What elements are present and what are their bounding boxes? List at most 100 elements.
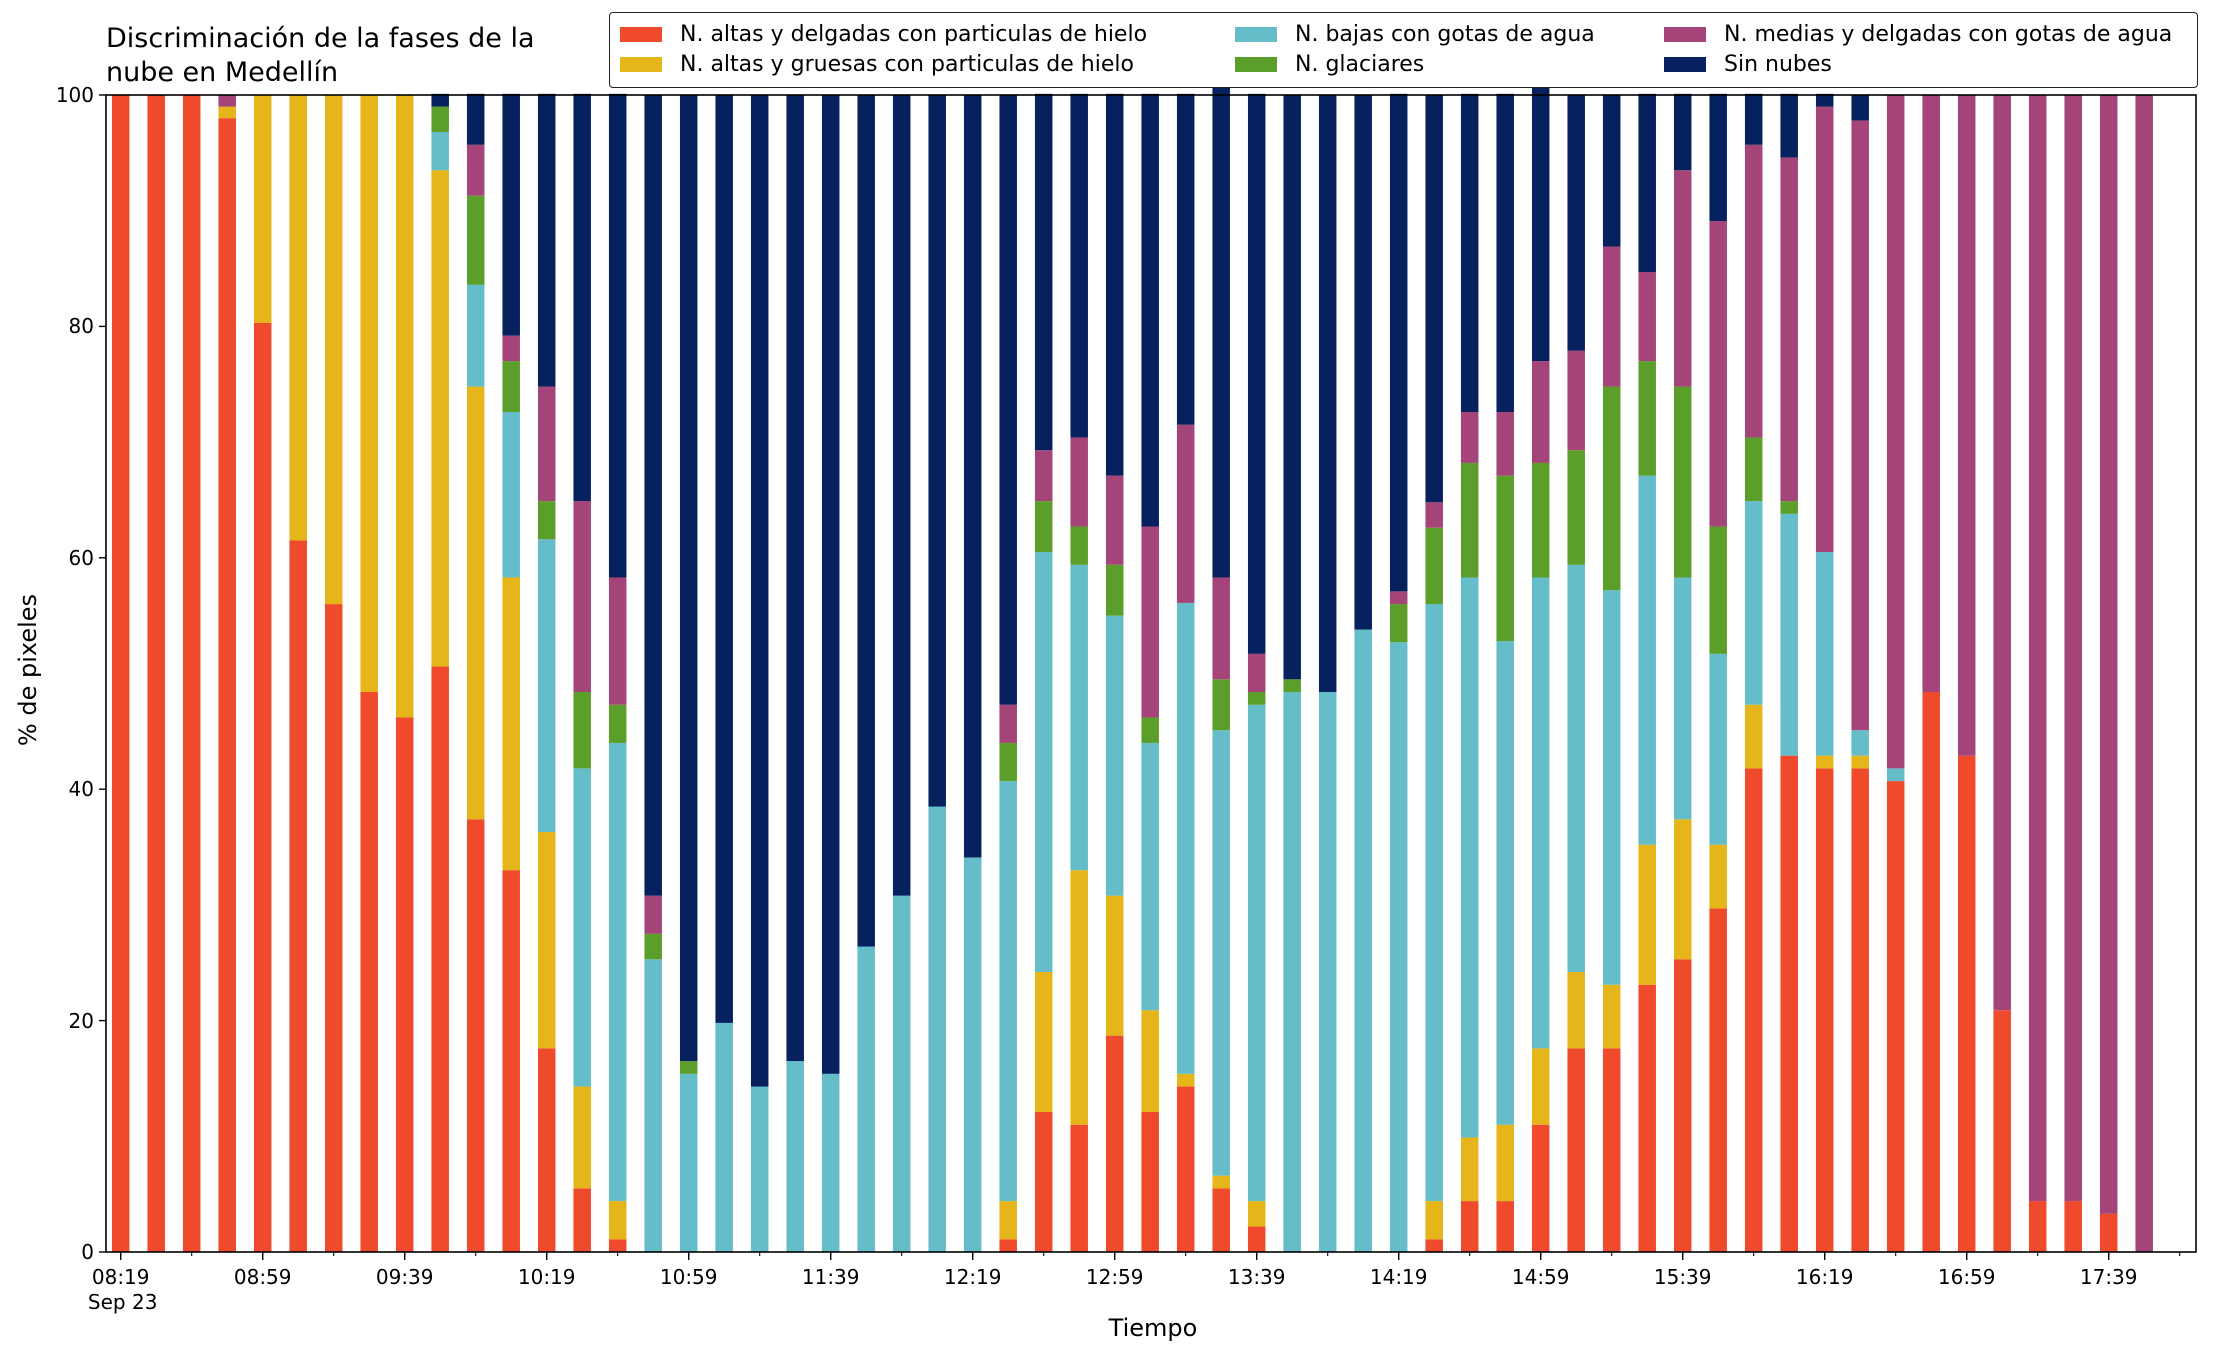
bar-segment-0-50 [1886, 781, 1905, 1252]
bar-segment-0-42 [1602, 1048, 1621, 1252]
bar-segment-5-24 [963, 95, 982, 858]
x-tick-label: 12:19 [943, 1265, 1002, 1289]
bar-segment-1-40 [1531, 1048, 1550, 1125]
bar-segment-3-13 [573, 692, 591, 769]
bar-segment-1-46 [1744, 704, 1763, 769]
bar-segment-4-30 [1176, 424, 1195, 603]
bar-segment-5-32 [1247, 93, 1266, 654]
bar-segment-5-26 [1034, 93, 1053, 451]
plot-frame [105, 94, 2197, 1253]
x-tick-label: 12:59 [1085, 1265, 1144, 1289]
legend-item: N. altas y gruesas con particulas de hie… [620, 52, 1134, 77]
bar-segment-2-10 [466, 284, 485, 387]
bar-segment-1-8 [395, 95, 414, 718]
bar-segment-2-32 [1247, 704, 1266, 1202]
bar-segment-3-11 [502, 361, 520, 413]
bar-segment-4-39 [1496, 412, 1514, 476]
bar-segment-0-4 [253, 322, 272, 1252]
bar-segment-2-22 [892, 895, 911, 1252]
bar-segment-5-35 [1354, 95, 1372, 630]
bar-segment-3-25 [999, 742, 1017, 782]
bar-segment-1-5 [289, 95, 307, 541]
bar-segment-0-56 [2099, 1213, 2118, 1252]
bar-segment-4-50 [1886, 95, 1905, 769]
bar-segment-2-30 [1176, 602, 1195, 1074]
bar-segment-5-48 [1815, 93, 1834, 107]
bar-segment-3-32 [1247, 692, 1266, 705]
bar-segment-2-18 [750, 1086, 769, 1252]
chart-title: Discriminación de la fases de la nube en… [106, 22, 535, 90]
bar-segment-4-54 [2028, 95, 2047, 1202]
bar-segment-2-33 [1283, 692, 1301, 1252]
bar-segment-3-12 [537, 501, 556, 540]
bar-segment-4-38 [1460, 412, 1479, 463]
x-tick-label: 16:19 [1795, 1265, 1854, 1289]
bar-segment-0-12 [537, 1048, 556, 1252]
x-tick-label: 08:19 [91, 1265, 150, 1289]
bar-segment-0-10 [466, 819, 485, 1252]
bars [111, 81, 2153, 1252]
bar-segment-5-9 [431, 93, 449, 107]
y-tick-label: 60 [68, 545, 94, 570]
legend-label: N. glaciares [1295, 52, 1425, 77]
bar-segment-0-7 [360, 692, 378, 1252]
bar-segment-1-37 [1425, 1201, 1443, 1240]
legend-swatch [1235, 57, 1277, 72]
legend-item: N. medias y delgadas con gotas de agua [1664, 22, 2172, 47]
bar-segment-0-11 [502, 870, 520, 1252]
bar-segment-2-15 [644, 959, 662, 1252]
bar-segment-5-28 [1105, 93, 1124, 476]
bar-segment-5-37 [1425, 95, 1443, 503]
bar-segment-1-44 [1673, 819, 1692, 960]
bar-segment-2-29 [1141, 742, 1159, 1011]
bar-segment-2-38 [1460, 577, 1479, 1138]
legend-swatch [620, 57, 662, 72]
bar-segment-0-53 [1993, 1010, 2011, 1252]
bar-segment-4-36 [1389, 591, 1408, 605]
bar-segment-0-28 [1105, 1035, 1124, 1252]
bar-segment-3-44 [1673, 386, 1692, 578]
bar-segment-3-16 [679, 1061, 698, 1074]
bar-segment-3-14 [608, 704, 627, 743]
bar-segment-2-31 [1212, 730, 1230, 1176]
bar-segment-4-47 [1780, 157, 1798, 502]
bar-segment-5-14 [608, 93, 627, 578]
y-tick-label: 40 [68, 777, 94, 802]
bar-segment-5-18 [750, 95, 769, 1087]
bar-segment-3-38 [1460, 462, 1479, 578]
bar-segment-0-51 [1922, 692, 1940, 1252]
bar-segment-4-43 [1638, 272, 1656, 362]
bar-segment-0-29 [1141, 1112, 1159, 1252]
bar-segment-0-0 [111, 95, 130, 1252]
bar-segment-2-49 [1851, 730, 1869, 756]
bar-segment-4-13 [573, 501, 591, 693]
bar-segment-3-46 [1744, 437, 1763, 502]
bar-segment-5-38 [1460, 93, 1479, 413]
bar-segment-2-35 [1354, 629, 1372, 1252]
x-tick-label: 17:39 [2079, 1265, 2138, 1289]
bar-segment-4-15 [644, 895, 662, 934]
bar-segment-1-39 [1496, 1124, 1514, 1202]
x-tick-label: 11:39 [801, 1265, 860, 1289]
bar-segment-2-17 [715, 1022, 733, 1252]
bar-segment-5-17 [715, 95, 733, 1023]
bar-segment-0-52 [1957, 755, 1976, 1252]
bar-segment-1-30 [1176, 1073, 1195, 1087]
bar-segment-4-28 [1105, 475, 1124, 565]
bar-segment-0-40 [1531, 1124, 1550, 1252]
bar-segment-5-29 [1141, 93, 1159, 527]
bar-segment-1-32 [1247, 1201, 1266, 1227]
bar-segment-4-46 [1744, 144, 1763, 438]
bar-segment-2-37 [1425, 604, 1443, 1202]
bar-segment-5-25 [999, 95, 1017, 705]
bar-segment-4-52 [1957, 95, 1976, 756]
bar-segment-0-32 [1247, 1226, 1266, 1252]
bar-segment-0-9 [431, 666, 449, 1252]
bar-segment-4-48 [1815, 106, 1834, 553]
bar-segment-5-31 [1212, 81, 1230, 578]
bar-segment-1-48 [1815, 755, 1834, 769]
bar-segment-1-14 [608, 1201, 627, 1240]
x-tick-label: 16:59 [1937, 1265, 1996, 1289]
bar-segment-3-39 [1496, 475, 1514, 642]
bar-segment-0-3 [218, 118, 236, 1252]
